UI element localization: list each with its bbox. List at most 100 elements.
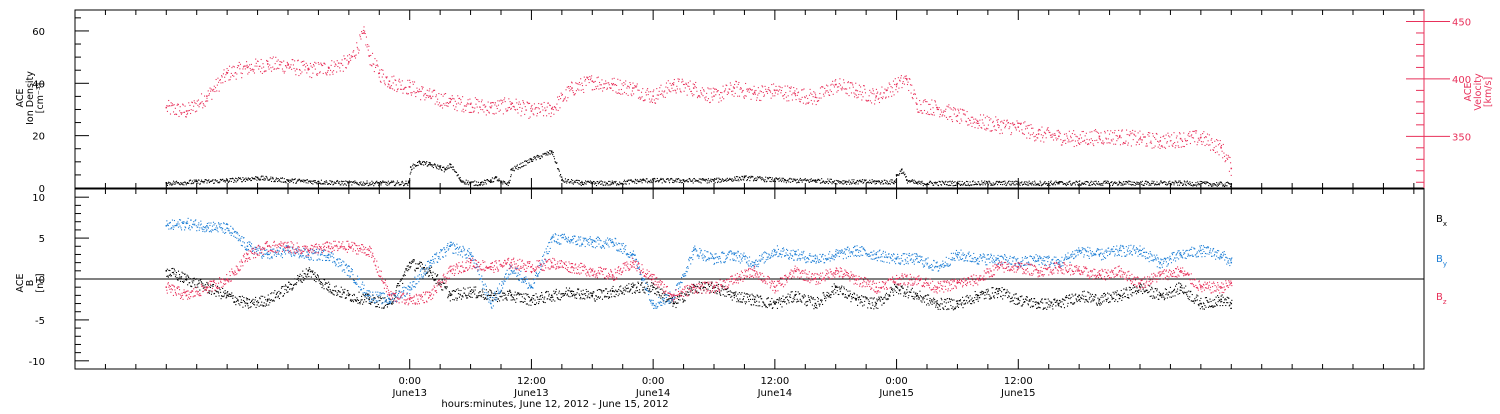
velocity-series-point xyxy=(1203,131,1204,132)
velocity-series-point xyxy=(542,109,543,110)
velocity-series-point xyxy=(850,82,851,83)
bx-series-point xyxy=(184,281,185,282)
velocity-series-point xyxy=(659,91,660,92)
velocity-series-point xyxy=(635,87,636,88)
velocity-series-point xyxy=(763,92,764,93)
bx-series-point xyxy=(302,282,303,283)
bx-series-point xyxy=(683,301,684,302)
density-series-point xyxy=(849,184,850,185)
velocity-series-point xyxy=(839,83,840,84)
bx-series-point xyxy=(302,271,303,272)
density-series-point xyxy=(819,180,820,181)
density-series-point xyxy=(263,179,264,180)
velocity-series-point xyxy=(656,98,657,99)
bx-series-point xyxy=(286,292,287,293)
velocity-series-point xyxy=(327,72,328,73)
bx-series-point xyxy=(291,284,292,285)
bx-series-point xyxy=(541,292,542,293)
velocity-series-point xyxy=(791,86,792,87)
density-series-point xyxy=(929,182,930,183)
bx-series-point xyxy=(339,296,340,297)
density-series-point xyxy=(1100,185,1101,186)
bx-series-point xyxy=(242,307,243,308)
density-series-point xyxy=(706,179,707,180)
velocity-series-point xyxy=(1026,137,1027,138)
bx-series-point xyxy=(549,294,550,295)
velocity-series-point xyxy=(701,92,702,93)
velocity-series-point xyxy=(772,95,773,96)
density-series-point xyxy=(920,184,921,185)
velocity-series-point xyxy=(976,120,977,121)
velocity-series-point xyxy=(645,99,646,100)
velocity-series-point xyxy=(379,77,380,78)
density-series-point xyxy=(380,181,381,182)
bx-series-point xyxy=(181,276,182,277)
density-series-point xyxy=(351,184,352,185)
velocity-series-point xyxy=(189,110,190,111)
density-series-point xyxy=(1047,184,1048,185)
bx-series-point xyxy=(563,293,564,294)
density-series-point xyxy=(323,183,324,184)
velocity-series-point xyxy=(765,86,766,87)
density-series-point xyxy=(433,164,434,165)
bx-series-point xyxy=(188,277,189,278)
velocity-series-point xyxy=(964,110,965,111)
bx-series-point xyxy=(354,295,355,296)
density-series-point xyxy=(307,179,308,180)
bx-series-point xyxy=(253,299,254,300)
bx-series-point xyxy=(535,293,536,294)
velocity-series-point xyxy=(1036,134,1037,135)
density-series-point xyxy=(490,182,491,183)
bx-series-point xyxy=(368,299,370,301)
density-series-point xyxy=(311,183,312,184)
velocity-series-point xyxy=(168,106,169,107)
velocity-series-point xyxy=(927,112,928,113)
bx-series-point xyxy=(491,291,492,292)
density-series-point xyxy=(580,184,581,185)
velocity-series-point xyxy=(1154,137,1155,138)
velocity-series-point xyxy=(429,90,430,91)
velocity-series-point xyxy=(754,90,755,91)
velocity-series-point xyxy=(647,88,648,89)
velocity-series-point xyxy=(1129,135,1130,136)
density-series-point xyxy=(631,179,632,180)
bx-series-point xyxy=(482,291,483,292)
density-series-point xyxy=(755,180,756,181)
velocity-series-point xyxy=(1222,157,1223,158)
velocity-series-point xyxy=(1184,146,1185,147)
velocity-series-point xyxy=(1195,132,1196,133)
velocity-series-point xyxy=(441,105,442,106)
bx-series-point xyxy=(533,295,534,296)
bx-series-point xyxy=(195,279,196,280)
velocity-series-point xyxy=(575,93,576,94)
density-series-point xyxy=(453,166,454,167)
velocity-series-point xyxy=(1148,132,1149,133)
bx-series-point xyxy=(548,291,549,292)
velocity-series-point xyxy=(304,64,305,65)
bx-series-point xyxy=(406,270,407,271)
velocity-series-point xyxy=(337,60,338,61)
velocity-series-point xyxy=(516,99,517,100)
density-series-point xyxy=(326,182,327,183)
velocity-series-point xyxy=(415,92,416,93)
velocity-series-point xyxy=(881,86,882,87)
density-series-point xyxy=(423,164,424,165)
velocity-series-point xyxy=(754,92,756,94)
density-series-point xyxy=(1168,181,1169,182)
density-series-point xyxy=(235,178,236,179)
density-series-point xyxy=(913,182,914,183)
bx-series-point xyxy=(224,293,225,294)
bx-series-point xyxy=(264,297,265,298)
density-series-point xyxy=(236,181,237,182)
bx-series-point xyxy=(194,278,195,279)
density-series-point xyxy=(1088,182,1089,183)
density-series-point xyxy=(435,166,436,167)
bx-series-point xyxy=(382,297,383,298)
density-series-point xyxy=(719,182,720,183)
velocity-series-point xyxy=(1009,128,1010,129)
bx-series-point xyxy=(317,275,318,276)
density-series-point xyxy=(1199,184,1200,185)
bx-series-point xyxy=(677,302,678,303)
density-series-point xyxy=(1111,181,1112,182)
density-series-point xyxy=(211,181,212,182)
